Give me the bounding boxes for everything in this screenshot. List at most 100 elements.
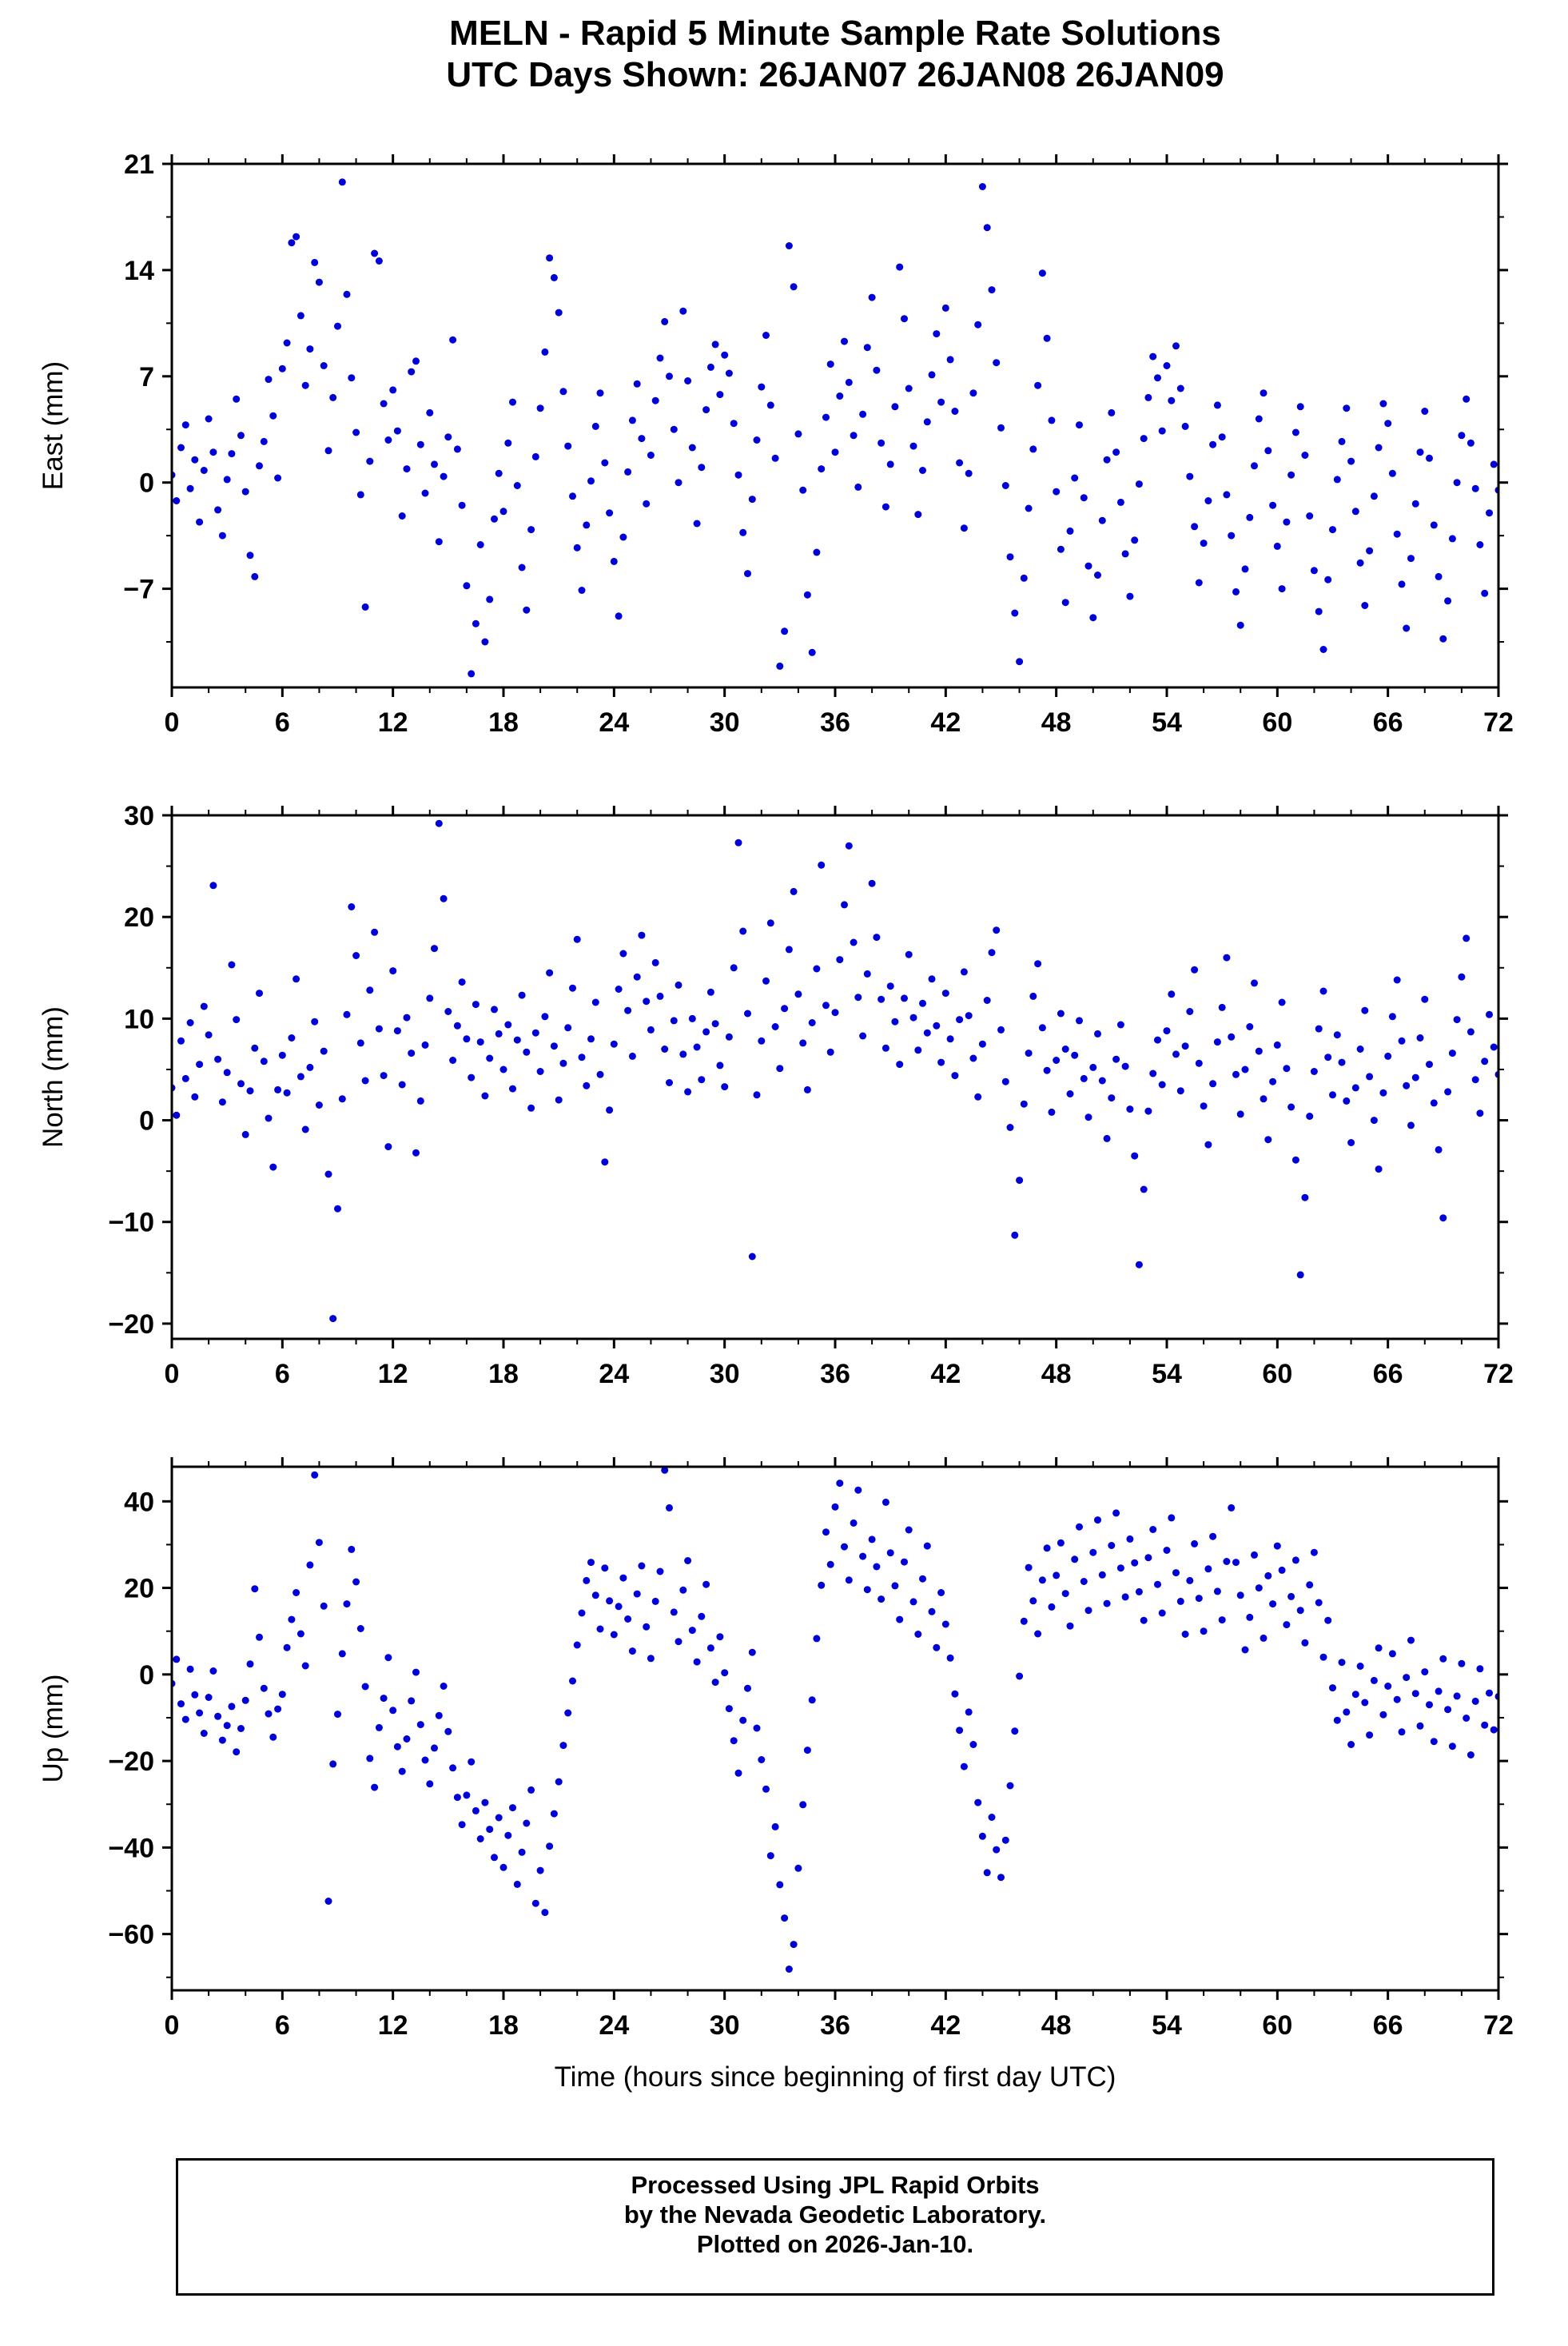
- data-point: [1476, 541, 1484, 548]
- data-point: [1463, 1715, 1470, 1722]
- data-point: [1343, 404, 1351, 412]
- data-point: [1011, 1727, 1019, 1735]
- data-point: [1213, 401, 1221, 409]
- data-point: [181, 1074, 189, 1082]
- data-point: [223, 476, 231, 484]
- data-point: [509, 398, 516, 406]
- data-point: [200, 1730, 208, 1737]
- data-point: [569, 492, 576, 500]
- data-point: [1379, 1711, 1387, 1719]
- data-point: [693, 520, 701, 528]
- x-tick-label: 24: [599, 1359, 629, 1389]
- data-point: [988, 286, 996, 294]
- data-point: [1398, 1037, 1406, 1045]
- data-point: [928, 975, 936, 983]
- data-point: [587, 477, 595, 485]
- data-point: [845, 842, 853, 850]
- data-point: [472, 1806, 480, 1814]
- data-point: [564, 1024, 572, 1032]
- data-point: [371, 249, 379, 257]
- data-point: [237, 1725, 245, 1732]
- data-point: [1255, 1047, 1263, 1055]
- data-point: [1467, 1028, 1474, 1036]
- data-point: [1435, 1145, 1443, 1153]
- data-point: [1264, 1571, 1272, 1579]
- data-point: [329, 1315, 337, 1323]
- data-point: [1025, 504, 1033, 512]
- data-point: [933, 1022, 941, 1030]
- data-point: [1260, 1634, 1268, 1642]
- x-tick-label: 54: [1152, 707, 1182, 738]
- data-point: [711, 341, 719, 349]
- data-point: [878, 995, 885, 1003]
- data-point: [771, 1023, 779, 1030]
- data-point: [1448, 535, 1456, 543]
- data-point: [1356, 1046, 1364, 1053]
- data-point: [1251, 462, 1258, 470]
- data-point: [591, 422, 599, 430]
- data-point: [209, 882, 217, 890]
- data-point: [408, 368, 416, 376]
- data-point: [946, 356, 954, 364]
- data-point: [269, 412, 277, 420]
- data-point: [978, 1832, 986, 1840]
- data-point: [1108, 1542, 1116, 1549]
- data-point: [348, 374, 356, 382]
- data-point: [293, 233, 300, 241]
- data-point: [209, 448, 217, 456]
- data-point: [288, 1615, 296, 1623]
- data-point: [596, 1070, 604, 1078]
- data-point: [200, 1002, 208, 1010]
- data-point: [301, 1125, 309, 1133]
- data-point: [559, 1742, 567, 1750]
- data-point: [278, 1691, 286, 1699]
- data-point: [371, 928, 379, 936]
- data-point: [1135, 480, 1143, 488]
- data-point: [186, 1019, 194, 1026]
- x-tick-label: 24: [599, 2010, 629, 2041]
- data-point: [1471, 1076, 1479, 1084]
- data-point: [550, 1042, 558, 1050]
- x-tick-label: 30: [710, 707, 740, 738]
- x-axis-label: Time (hours since beginning of first day…: [555, 2061, 1116, 2093]
- data-point: [886, 1549, 894, 1557]
- data-point: [882, 1498, 889, 1506]
- data-point: [941, 304, 949, 312]
- x-tick-label: 54: [1152, 2010, 1182, 2041]
- data-point: [739, 528, 747, 536]
- data-point: [416, 1097, 424, 1105]
- data-point: [315, 1539, 323, 1547]
- data-point: [431, 1744, 438, 1752]
- data-point: [633, 1590, 641, 1598]
- data-point: [688, 1627, 696, 1635]
- data-point: [1066, 1090, 1074, 1097]
- data-point: [274, 1705, 282, 1713]
- data-point: [311, 1018, 319, 1026]
- data-point: [730, 420, 738, 428]
- data-point: [578, 1609, 586, 1617]
- data-point: [813, 548, 821, 556]
- data-point: [730, 1737, 738, 1745]
- data-point: [426, 408, 434, 416]
- data-point: [241, 1130, 249, 1138]
- data-point: [656, 992, 664, 1000]
- data-point: [1131, 1559, 1139, 1567]
- x-tick-label: 0: [165, 707, 180, 738]
- data-point: [274, 1085, 282, 1093]
- data-point: [541, 1909, 549, 1917]
- data-point: [356, 491, 364, 499]
- data-point: [974, 321, 982, 329]
- data-point: [1076, 1017, 1083, 1025]
- data-point: [1444, 1088, 1452, 1096]
- data-point: [278, 1051, 286, 1059]
- data-point: [509, 1085, 516, 1093]
- data-point: [1191, 966, 1199, 974]
- data-point: [606, 509, 614, 517]
- data-point: [1213, 1038, 1221, 1046]
- scatter-points-east: [172, 178, 1498, 678]
- axis-frame: [170, 814, 1500, 1340]
- data-point: [531, 1899, 539, 1907]
- data-point: [324, 1170, 332, 1178]
- data-point: [1218, 1616, 1226, 1624]
